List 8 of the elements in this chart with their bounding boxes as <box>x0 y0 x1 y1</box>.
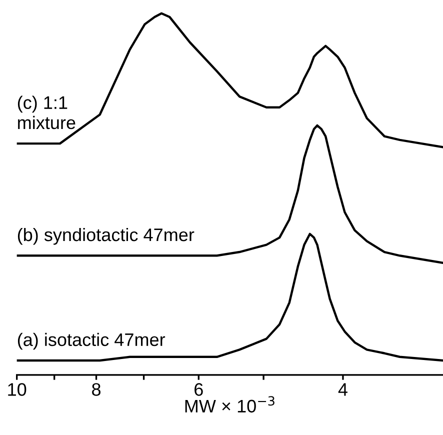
series-label: (c) 1:1 mixture <box>18 96 76 130</box>
series-label: (a) isotactic 47mer <box>18 332 166 350</box>
x-axis-title: MW × 10$^{−3}$ <box>185 396 274 413</box>
x-tick-label: 10 <box>8 383 26 396</box>
x-tick-label: 8 <box>92 383 100 396</box>
series-label: (b) syndiotactic 47mer <box>18 228 194 245</box>
x-tick-label: 6 <box>194 383 203 396</box>
x-tick-label: 4 <box>338 383 348 396</box>
